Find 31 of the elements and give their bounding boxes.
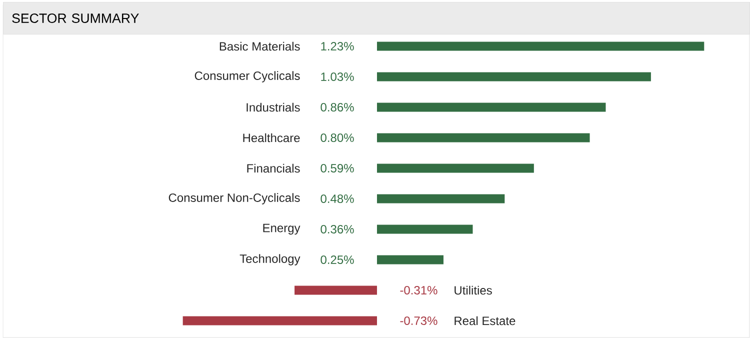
bar [182, 316, 377, 326]
data-label: 0.48% [320, 194, 354, 204]
y-tick-label: Healthcare [243, 133, 300, 142]
bar [376, 164, 534, 173]
data-label: -0.31% [400, 286, 438, 294]
y-tick-label: Energy [263, 224, 300, 235]
y-tick-label: Financials [247, 164, 300, 173]
bar [376, 72, 651, 82]
y-tick-label: Consumer Non-Cyclicals [168, 193, 300, 204]
y-tick-label: Utilities [454, 286, 492, 295]
data-label: 1.23% [321, 42, 354, 51]
bar [376, 42, 704, 51]
data-label: 0.25% [320, 255, 354, 264]
y-tick-label: Basic Materials [220, 42, 300, 51]
data-label: -0.73% [400, 316, 438, 325]
y-tick-label: Industrials [246, 102, 300, 112]
bar [294, 286, 377, 295]
bar [376, 255, 444, 264]
data-label: 0.59% [320, 164, 354, 173]
bar [376, 133, 590, 142]
y-tick-label: Technology [240, 254, 300, 266]
y-tick-label: Real Estate [454, 316, 516, 326]
y-tick-label: Consumer Cyclicals [194, 71, 300, 82]
data-label: 0.36% [320, 224, 354, 234]
data-label: 0.80% [320, 134, 354, 142]
data-label: 1.03% [321, 72, 354, 82]
bar [376, 224, 473, 234]
text: SECTOR SUMMARY [12, 14, 139, 23]
data-label: 0.86% [320, 103, 354, 112]
bar [376, 102, 606, 112]
bar [376, 194, 505, 204]
